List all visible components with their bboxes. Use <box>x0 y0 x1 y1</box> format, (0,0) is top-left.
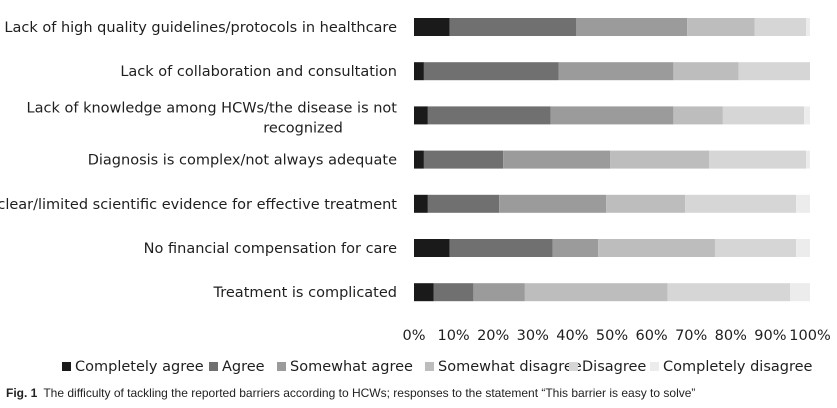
bar-segment <box>714 239 797 257</box>
x-tick-label: 0% <box>402 328 425 344</box>
bar-segment <box>414 239 450 257</box>
bar-segment <box>709 150 807 169</box>
legend-label: Somewhat disagree <box>438 359 582 375</box>
bar-segment <box>414 18 450 36</box>
bar-segment <box>499 194 607 213</box>
bar-segment <box>804 106 810 125</box>
category-labels: Lack of high quality guidelines/protocol… <box>0 20 397 301</box>
category-label-line: Treatment is complicated <box>213 285 397 301</box>
bar-segment <box>598 239 715 257</box>
bar-segment <box>606 194 686 213</box>
category-label: Treatment is complicated <box>213 285 397 301</box>
bar-segment <box>673 106 723 125</box>
bar-segment <box>414 194 428 213</box>
category-label-line: Diagnosis is complex/not always adequate <box>88 153 397 169</box>
bar-segment <box>503 150 611 169</box>
bar-segment <box>722 106 805 125</box>
category-label: Lack of high quality guidelines/protocol… <box>4 20 397 36</box>
x-tick-label: 20% <box>477 328 509 344</box>
legend-swatch <box>277 362 286 371</box>
legend-swatch <box>62 362 71 371</box>
bar-segment <box>687 18 755 36</box>
bar-segment <box>449 239 553 257</box>
figure-caption-text: The difficulty of tackling the reported … <box>43 386 696 400</box>
legend: Completely agree Agree Somewhat agree Somew… <box>62 359 813 375</box>
bar-segment <box>552 239 599 257</box>
bar-segment <box>423 62 559 81</box>
x-tick-label: 90% <box>754 328 786 344</box>
category-label-line: Lack of knowledge among HCWs/the disease… <box>27 100 398 116</box>
bar-segment <box>806 150 810 169</box>
bar-segment <box>796 239 810 257</box>
x-tick-label: 50% <box>596 328 628 344</box>
bar-segment <box>806 18 810 36</box>
x-tick-label: 60% <box>635 328 667 344</box>
bar-segment <box>667 283 791 302</box>
legend-swatch <box>425 362 434 371</box>
category-label-line: Unclear/limited scientific evidence for … <box>0 197 397 213</box>
bar-segment <box>685 194 797 213</box>
bar-segment <box>427 106 551 125</box>
legend-swatch <box>650 362 659 371</box>
legend-label: Completely agree <box>75 359 204 375</box>
bar-segment <box>414 150 424 169</box>
bar-segment <box>414 106 428 125</box>
legend-label: Somewhat agree <box>290 359 413 375</box>
category-label-line: Lack of collaboration and consultation <box>120 64 397 80</box>
category-label: No financial compensation for care <box>144 241 397 257</box>
legend-label: Disagree <box>582 359 646 375</box>
x-tick-label: 80% <box>715 328 747 344</box>
legend-label: Agree <box>222 359 265 375</box>
category-label: Lack of knowledge among HCWs/the disease… <box>27 100 398 136</box>
category-label-line: Lack of high quality guidelines/protocol… <box>4 20 397 36</box>
bar-segment <box>550 106 674 125</box>
category-label: Diagnosis is complex/not always adequate <box>88 153 397 169</box>
legend-swatch <box>569 362 578 371</box>
x-tick-label: 30% <box>517 328 549 344</box>
bar-segment <box>796 194 810 213</box>
legend-label: Completely disagree <box>663 359 813 375</box>
x-tick-label: 40% <box>556 328 588 344</box>
bar-segment <box>433 283 474 302</box>
bar-segment <box>673 62 739 81</box>
bar-segment <box>576 18 688 36</box>
bar-segment <box>558 62 674 81</box>
bar-segment <box>414 283 434 302</box>
bar-segment <box>738 62 810 81</box>
bars <box>414 18 810 302</box>
x-tick-label: 100% <box>789 328 830 344</box>
category-label-line: No financial compensation for care <box>144 241 397 257</box>
figure-label: Fig. 1 <box>6 386 38 400</box>
x-tick-label: 10% <box>437 328 469 344</box>
bar-segment <box>423 150 504 169</box>
figure-caption: Fig. 1 The difficulty of tackling the rep… <box>6 386 837 400</box>
x-tick-label: 70% <box>675 328 707 344</box>
bar-segment <box>473 283 525 302</box>
x-axis-ticks: 0% 10% 20% 30% 40% 50% 60% 70% 80% 90% 100% <box>402 328 830 344</box>
category-label-line: recognized <box>263 120 343 136</box>
bar-segment <box>524 283 668 302</box>
legend-swatch <box>209 362 218 371</box>
bar-segment <box>754 18 807 36</box>
category-label: Lack of collaboration and consultation <box>120 64 397 80</box>
bar-segment <box>427 194 500 213</box>
bar-segment <box>449 18 577 36</box>
bar-segment <box>790 283 810 302</box>
category-label: Unclear/limited scientific evidence for … <box>0 197 397 213</box>
bar-segment <box>610 150 710 169</box>
bar-segment <box>414 62 424 81</box>
